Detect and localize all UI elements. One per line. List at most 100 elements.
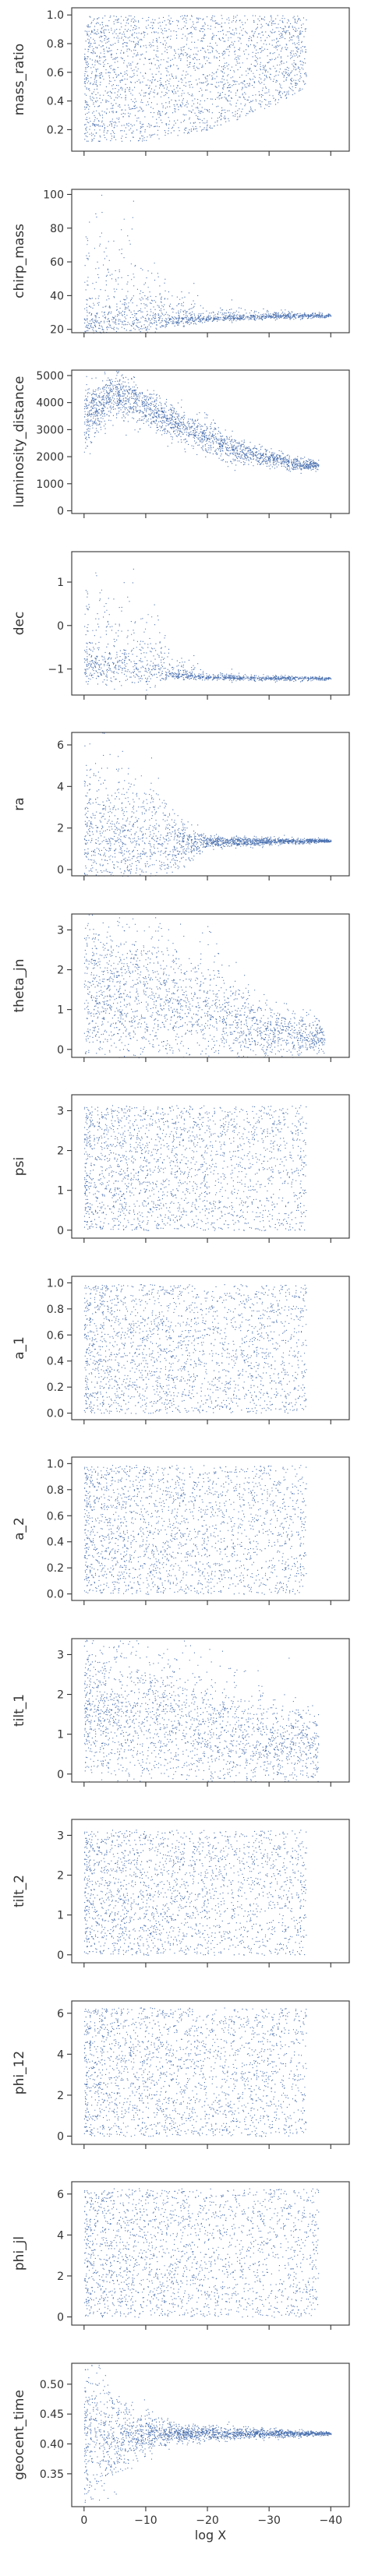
panel-luminosity-distance: 0 1000 2000 3000 4000 5000 luminosity_distance [0, 365, 375, 542]
y-axis-label: dec [12, 611, 27, 635]
x-tick-label: 0 [80, 2514, 87, 2527]
y-axis-label: luminosity_distance [12, 376, 27, 508]
y-axis-label: ra [12, 797, 27, 810]
y-tick-label: 0 [57, 2130, 64, 2143]
y-tick-label: 0 [57, 506, 64, 518]
panel-chirp-mass: 20 40 60 80 100 chirp_mass [0, 185, 375, 361]
scatter-markers [83, 1465, 307, 1595]
scatter-plot-chirp-mass: 20 40 60 80 100 chirp_mass [12, 188, 350, 337]
y-tick-label: 0.2 [47, 124, 64, 136]
scatter-plot-a-1: 0.0 0.2 0.4 0.6 0.8 1.0 a_1 [12, 1275, 350, 1424]
y-tick-label: 2 [57, 1145, 64, 1158]
y-tick-label: 0.0 [47, 1407, 64, 1420]
scatter-plot-psi: 0 1 2 3 psi [12, 1094, 350, 1243]
y-axis-label: geocent_time [12, 2390, 27, 2480]
scatter-points [83, 2006, 307, 2137]
y-tick-label: 1000 [36, 478, 64, 491]
y-tick-label: 4 [57, 2229, 64, 2242]
y-tick-label: 1 [57, 577, 64, 589]
y-axis-label: chirp_mass [12, 223, 27, 298]
y-tick-label: 1 [57, 1185, 64, 1198]
y-tick-label: 0.45 [40, 2408, 64, 2421]
scatter-points [83, 194, 332, 333]
y-tick-label: 0 [57, 1950, 64, 1962]
y-tick-label: 0 [57, 864, 64, 877]
y-tick-label: 0.6 [47, 67, 64, 79]
y-tick-label: 3 [57, 1830, 64, 1842]
axes-frame [71, 188, 350, 333]
scatter-plot-luminosity-distance: 0 1000 2000 3000 4000 5000 luminosity_distance [12, 369, 350, 518]
y-tick-label: 1.0 [47, 1277, 64, 1290]
y-axis-label: tilt_2 [12, 1875, 27, 1907]
y-tick-label: 4 [57, 781, 64, 793]
y-tick-label: 1.0 [47, 9, 64, 22]
scatter-markers [83, 568, 332, 695]
y-tick-label: 0 [57, 619, 64, 632]
scatter-plot-ra: 0 2 4 6 ra [12, 732, 350, 880]
x-axis-label: log X [195, 2528, 226, 2542]
scatter-points [83, 1283, 307, 1414]
scatter-points [83, 2364, 332, 2503]
scatter-markers [83, 1830, 307, 1956]
scatter-points [83, 732, 332, 877]
axes-frame [71, 2181, 350, 2326]
x-tick-label: −30 [257, 2514, 281, 2527]
scatter-points [83, 568, 332, 695]
axes-frame [71, 1275, 350, 1420]
y-tick-label: 0.6 [47, 1329, 64, 1342]
y-tick-label: 5000 [36, 370, 64, 383]
y-tick-label: 2 [57, 2089, 64, 2101]
y-tick-label: 0.50 [40, 2378, 64, 2391]
y-tick-label: 0 [57, 1043, 64, 1056]
y-tick-label: 20 [50, 323, 64, 336]
panel-geocent-time: 0.35 0.40 0.45 0.50 geocent_time +1.126259642… [0, 2349, 375, 2574]
panel-dec: −1 0 1 dec [0, 547, 375, 723]
y-offset-label: +1.126259642e9 [72, 2359, 168, 2362]
y-axis-label: phi_jl [12, 2236, 27, 2271]
x-tick-label: −20 [196, 2514, 219, 2527]
scatter-markers [83, 1105, 307, 1231]
y-tick-label: 0.8 [47, 38, 64, 51]
y-tick-label: 2 [57, 964, 64, 976]
panel-theta-jn: 0 1 2 3 theta_jn [0, 909, 375, 1085]
y-tick-label: 0.40 [40, 2438, 64, 2451]
y-axis-label: mass_ratio [12, 44, 27, 115]
y-axis-label: tilt_1 [12, 1693, 27, 1726]
scatter-plot-tilt-1: 0 1 2 3 tilt_1 [12, 1637, 350, 1787]
scatter-points [83, 1639, 320, 1783]
scatter-plot-a-2: 0.0 0.2 0.4 0.6 0.8 1.0 a_2 [12, 1456, 350, 1605]
y-tick-label: 0 [57, 2311, 64, 2324]
scatter-plot-dec: −1 0 1 dec [12, 550, 350, 700]
y-tick-label: 1 [57, 1004, 64, 1016]
y-axis-label: phi_12 [12, 2050, 27, 2094]
panel-a-2: 0.0 0.2 0.4 0.6 0.8 1.0 a_2 [0, 1452, 375, 1629]
y-tick-label: 0.4 [47, 96, 64, 108]
y-tick-label: 0 [57, 1225, 64, 1237]
scatter-markers [83, 1639, 320, 1783]
y-axis-label: psi [12, 1157, 27, 1176]
y-tick-label: 2000 [36, 451, 64, 464]
scatter-plot-phi-jl: 0 2 4 6 phi_jl [12, 2181, 350, 2330]
panel-phi-jl: 0 2 4 6 phi_jl [0, 2177, 375, 2353]
panel-phi-12: 0 2 4 6 phi_12 [0, 1996, 375, 2172]
y-axis-label: theta_jn [12, 958, 27, 1012]
y-tick-label: 0.8 [47, 1303, 64, 1315]
y-tick-label: 3 [57, 924, 64, 937]
panel-ra: 0 2 4 6 ra [0, 728, 375, 904]
y-tick-label: 40 [50, 290, 64, 302]
panel-tilt-2: 0 1 2 3 tilt_2 [0, 1815, 375, 1991]
y-axis-label: a_2 [12, 1517, 27, 1540]
y-tick-label: 6 [57, 2007, 64, 2020]
panel-mass-ratio: 0.2 0.4 0.6 0.8 1.0 mass_ratio [0, 3, 375, 179]
x-tick-label: −10 [134, 2514, 157, 2527]
scatter-points [83, 2188, 320, 2318]
y-tick-label: 4000 [36, 397, 64, 410]
scatter-markers [83, 732, 332, 877]
y-tick-label: 1.0 [47, 1458, 64, 1470]
panel-a-1: 0.0 0.2 0.4 0.6 0.8 1.0 a_1 [0, 1272, 375, 1448]
axes-frame [71, 1999, 350, 2145]
y-tick-label: 2 [57, 2271, 64, 2283]
scatter-markers [83, 194, 332, 333]
axes-frame [71, 1637, 350, 1783]
